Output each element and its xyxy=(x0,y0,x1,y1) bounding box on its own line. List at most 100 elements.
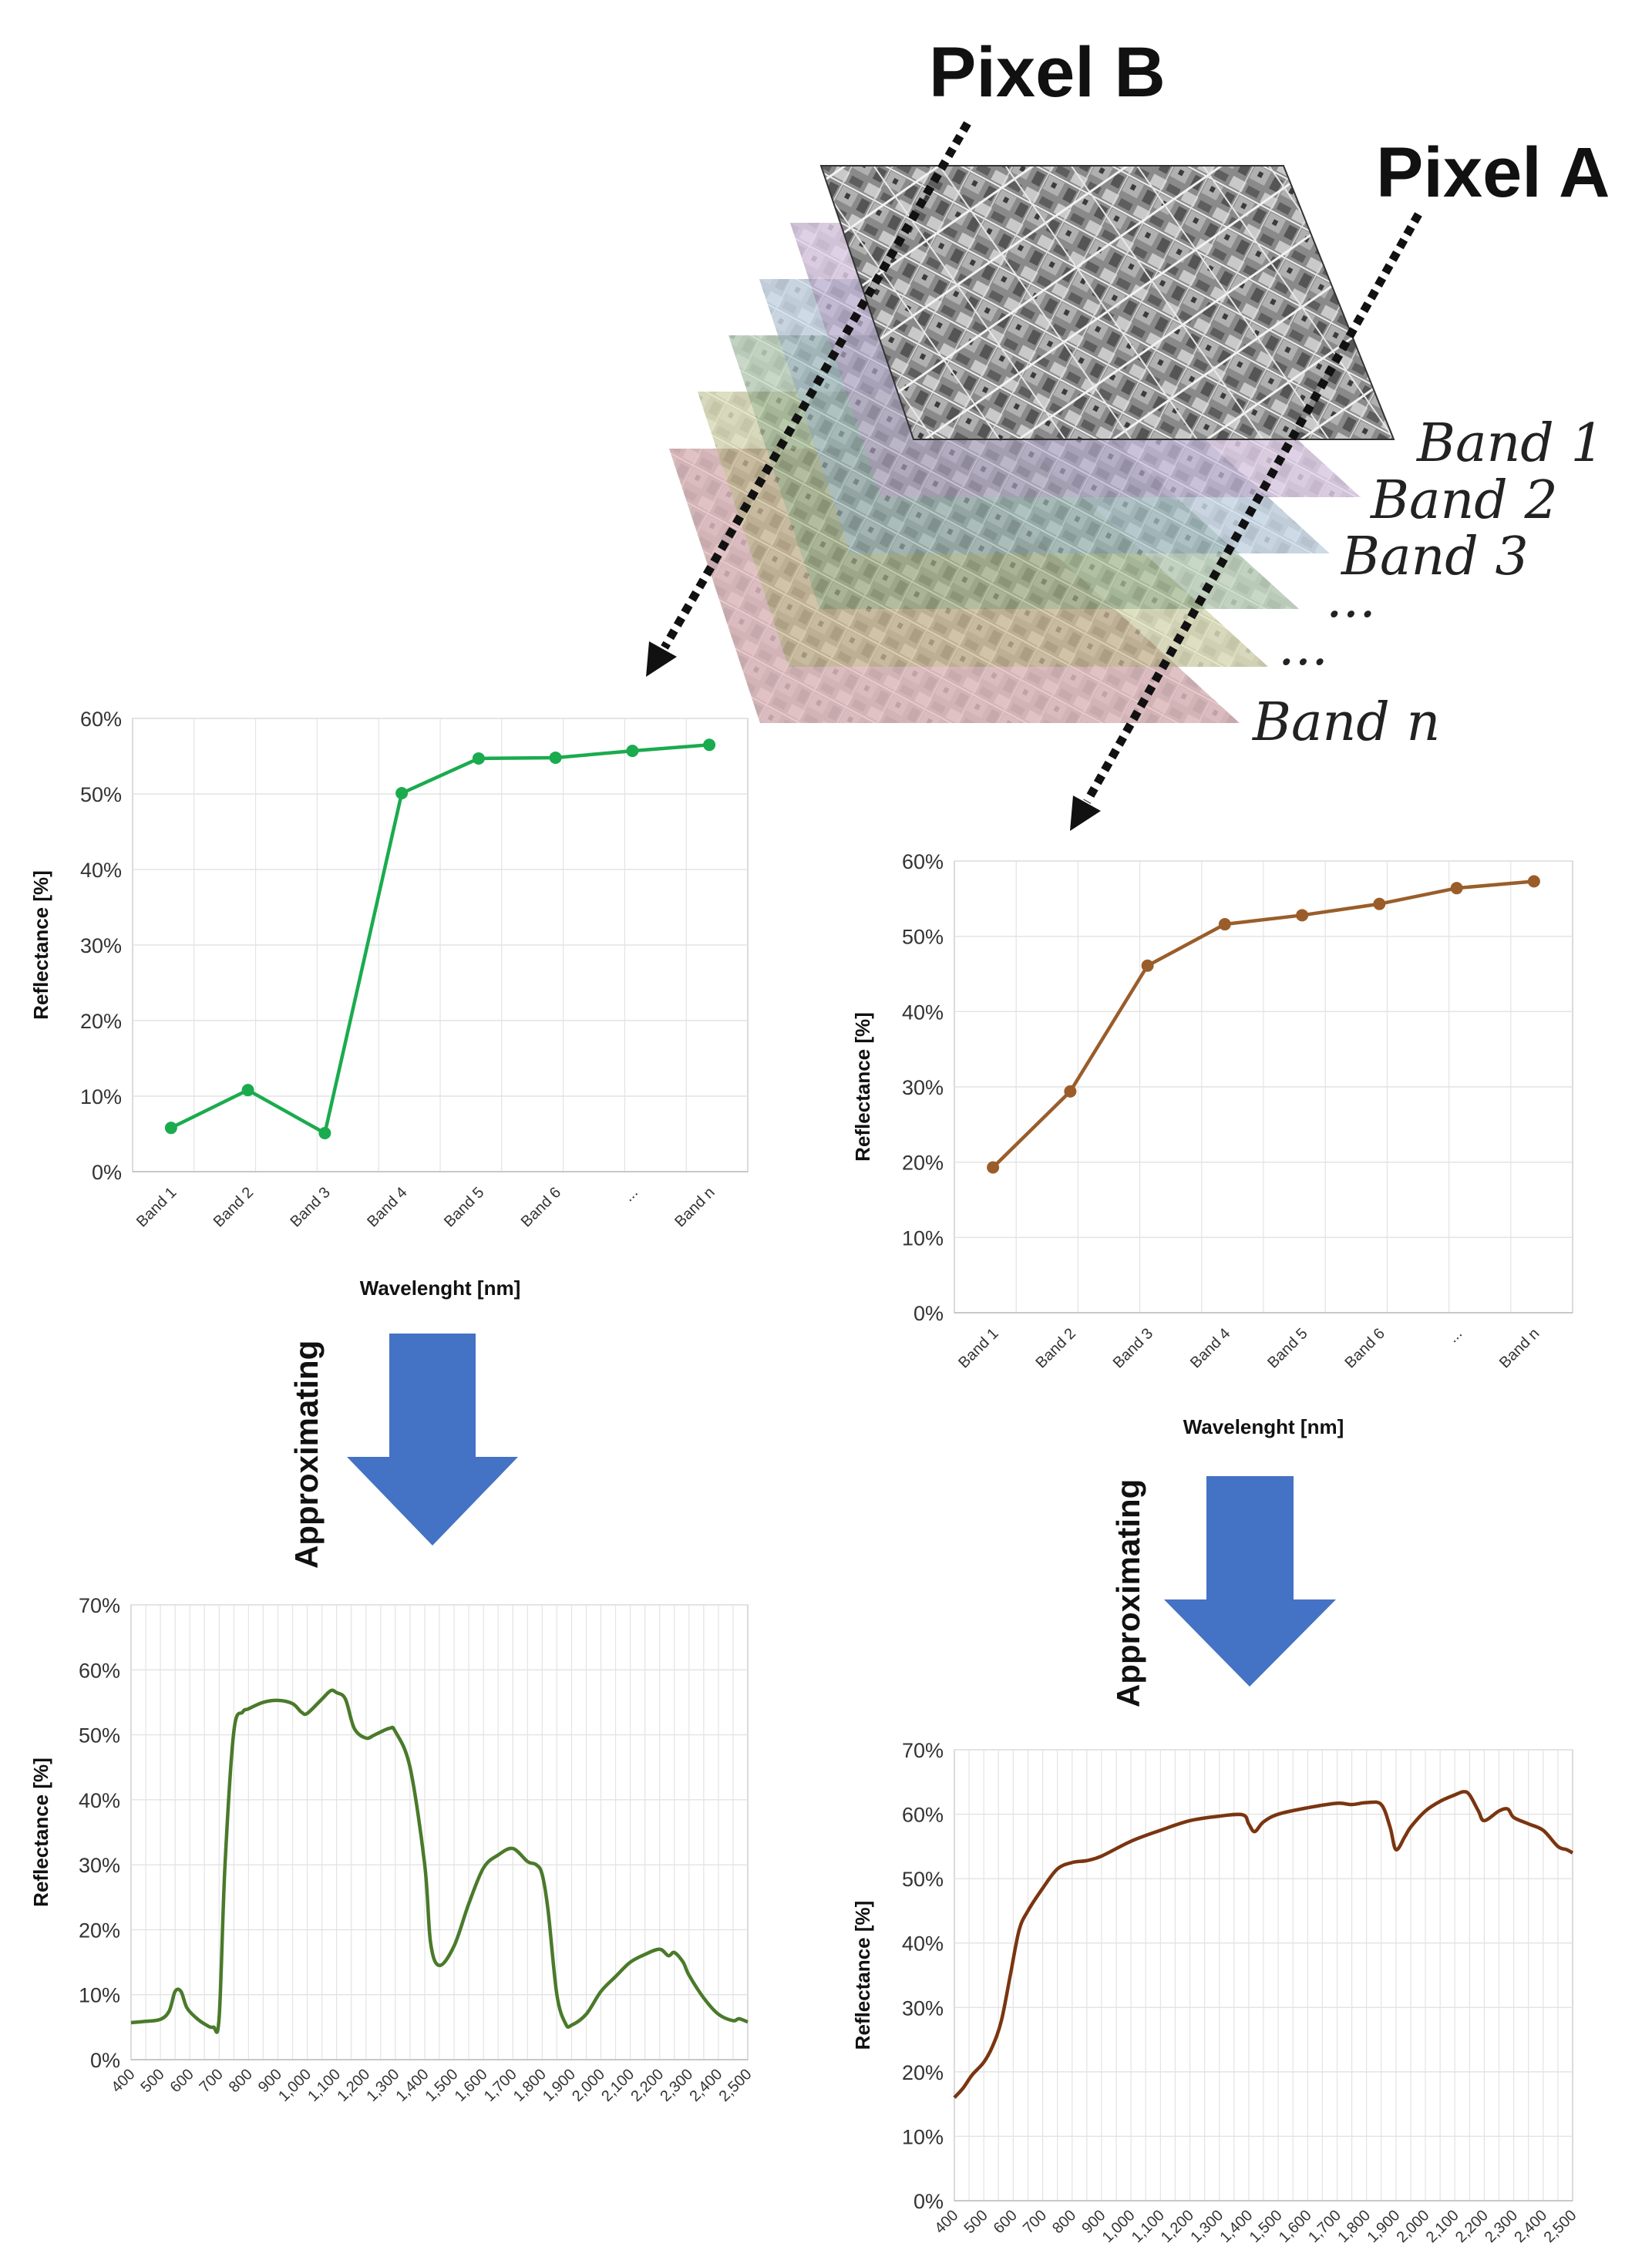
y-tick-label: 50% xyxy=(902,926,944,949)
x-tick-label: Band 4 xyxy=(364,1184,410,1230)
chart-pixel-a-spectrum: 0%10%20%30%40%50%60%70%Reflectance [%]40… xyxy=(851,1739,1580,2246)
x-tick-label: 2,400 xyxy=(686,2066,725,2105)
data-point xyxy=(472,752,485,765)
x-tick-label: Band 5 xyxy=(441,1184,487,1230)
x-tick-label: Band 6 xyxy=(1342,1325,1388,1371)
band-label-2: Band 2 xyxy=(1369,470,1558,531)
x-tick-label: Band n xyxy=(671,1184,718,1230)
x-tick-label: Band 3 xyxy=(288,1184,334,1230)
y-tick-label: 20% xyxy=(902,2061,944,2084)
y-tick-label: 20% xyxy=(902,1152,944,1175)
x-tick-label: 1,600 xyxy=(1276,2207,1315,2246)
x-tick-label: Band n xyxy=(1496,1325,1543,1371)
x-tick-label: 1,600 xyxy=(452,2066,491,2105)
series-line xyxy=(991,880,1535,1169)
x-tick-label: 700 xyxy=(1020,2207,1050,2237)
y-tick-label: 60% xyxy=(80,708,122,731)
data-point xyxy=(549,751,562,764)
data-point xyxy=(395,787,409,800)
x-tick-label: Band 4 xyxy=(1187,1325,1233,1371)
x-tick-label: 1,900 xyxy=(1364,2207,1403,2246)
y-tick-label: 50% xyxy=(79,1724,120,1747)
data-point xyxy=(241,1084,254,1097)
x-tick-label: 1,900 xyxy=(540,2066,579,2105)
y-tick-label: 10% xyxy=(80,1085,122,1108)
x-tick-label: 1,000 xyxy=(275,2066,315,2105)
x-tick-label: 1,100 xyxy=(1129,2207,1168,2246)
y-tick-label: 30% xyxy=(902,1076,944,1099)
data-point xyxy=(1450,882,1463,895)
x-tick-label: 1,200 xyxy=(334,2066,373,2105)
pixel-a-arrow xyxy=(1070,212,1422,831)
data-point xyxy=(987,1161,1000,1174)
band-label-n: Band n xyxy=(1251,692,1440,753)
data-point xyxy=(164,1122,177,1135)
x-tick-label: 2,500 xyxy=(1541,2207,1580,2246)
x-tick-label: 1,300 xyxy=(363,2066,402,2105)
x-tick-label: 800 xyxy=(1049,2207,1079,2237)
x-tick-label: 2,400 xyxy=(1511,2207,1550,2246)
chart-pixel-b-spectrum: 0%10%20%30%40%50%60%70%Reflectance [%]40… xyxy=(29,1594,755,2105)
data-point xyxy=(626,745,639,758)
band-label-3: Band 3 xyxy=(1340,526,1529,587)
x-tick-label: 1,400 xyxy=(393,2066,432,2105)
x-tick-label: Band 3 xyxy=(1110,1325,1156,1371)
y-tick-label: 50% xyxy=(80,783,122,806)
x-tick-label: 2,200 xyxy=(627,2066,667,2105)
y-tick-label: 10% xyxy=(902,2125,944,2148)
x-tick-label: 2,100 xyxy=(598,2066,638,2105)
y-tick-label: 70% xyxy=(902,1739,944,1762)
x-tick-label: 500 xyxy=(961,2207,991,2237)
y-axis-title: Reflectance [%] xyxy=(851,1901,874,2050)
y-tick-label: 40% xyxy=(902,1001,944,1024)
y-tick-label: 0% xyxy=(913,1302,944,1325)
x-tick-label: 2,000 xyxy=(569,2066,608,2105)
data-point xyxy=(1296,909,1309,922)
y-tick-label: 40% xyxy=(902,1932,944,1956)
y-axis-title: Reflectance [%] xyxy=(29,870,52,1020)
y-tick-label: 30% xyxy=(79,1854,120,1877)
x-tick-label: 2,200 xyxy=(1452,2207,1492,2246)
y-tick-label: 60% xyxy=(79,1659,120,1682)
x-axis-title: Wavelenght [nm] xyxy=(360,1276,520,1300)
x-tick-label: 1,700 xyxy=(481,2066,520,2105)
spectrum-curve xyxy=(953,1790,1574,2099)
x-tick-label: 2,100 xyxy=(1423,2207,1462,2246)
x-tick-label: 600 xyxy=(167,2066,197,2096)
x-tick-label: 2,300 xyxy=(1482,2207,1521,2246)
x-axis-title: Wavelenght [nm] xyxy=(1183,1415,1344,1438)
data-point xyxy=(1218,918,1231,931)
chart-pixel-b-bands: 0% 10% 20% 30% 40% 50% 60% Reflectance [%] Band … xyxy=(29,708,749,1300)
y-tick-label: 10% xyxy=(902,1226,944,1250)
y-tick-label: 30% xyxy=(80,934,122,957)
y-tick-label: 40% xyxy=(79,1789,120,1812)
x-tick-label: 2,300 xyxy=(657,2066,696,2105)
x-tick-label: 700 xyxy=(197,2066,227,2096)
pixel-a-label: Pixel A xyxy=(1376,133,1610,212)
x-tick-label: 1,500 xyxy=(422,2066,462,2105)
x-tick-label: 800 xyxy=(226,2066,256,2096)
x-tick-label: 1,400 xyxy=(1216,2207,1256,2246)
x-tick-label: Band 2 xyxy=(210,1184,257,1230)
x-tick-label: 1,500 xyxy=(1247,2207,1286,2246)
x-tick-label: Band 1 xyxy=(955,1325,1001,1371)
y-tick-label: 0% xyxy=(913,2190,944,2213)
pixel-b-label: Pixel B xyxy=(929,33,1166,112)
x-tick-label: 1,300 xyxy=(1187,2207,1226,2246)
x-tick-label: ... xyxy=(621,1184,641,1205)
x-tick-label: 2,000 xyxy=(1394,2207,1433,2246)
y-axis-title: Reflectance [%] xyxy=(29,1758,52,1907)
y-axis-title: Reflectance [%] xyxy=(851,1012,874,1162)
y-tick-label: 20% xyxy=(80,1010,122,1033)
x-tick-label: 1,800 xyxy=(1334,2207,1374,2246)
x-tick-label: 1,800 xyxy=(510,2066,550,2105)
x-tick-label: ... xyxy=(1445,1325,1465,1346)
y-tick-label: 50% xyxy=(902,1868,944,1891)
x-tick-label: 1,200 xyxy=(1158,2207,1197,2246)
x-tick-label: Band 6 xyxy=(518,1184,564,1230)
data-point xyxy=(1527,875,1540,888)
data-point xyxy=(1373,897,1386,910)
y-tick-label: 0% xyxy=(90,2049,120,2072)
x-tick-label: 1,100 xyxy=(304,2066,344,2105)
